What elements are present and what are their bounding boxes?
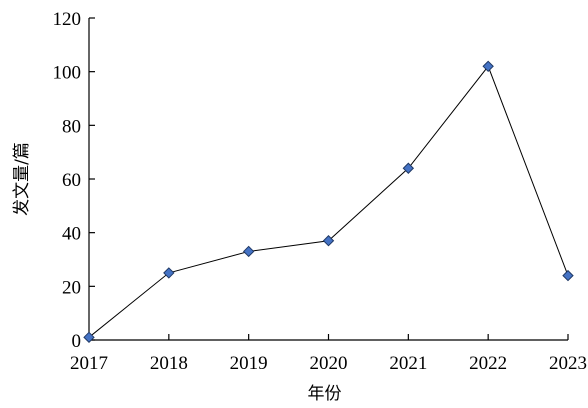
x-tick-label: 2019 <box>230 353 268 374</box>
data-point-marker <box>562 269 574 282</box>
y-axis-title: 发文量/篇 <box>12 142 32 216</box>
data-point-marker <box>163 267 175 279</box>
data-point-marker <box>322 235 335 247</box>
data-point-marker <box>242 245 255 258</box>
x-ticks: 2017 2018 2019 2020 2021 2022 2023 <box>70 334 587 374</box>
data-point-marker <box>83 331 95 344</box>
x-axis-title: 年份 <box>308 384 342 404</box>
y-tick-label: 20 <box>62 277 81 298</box>
x-tick-label: 2018 <box>150 353 188 374</box>
y-tick-label: 60 <box>62 170 81 191</box>
x-tick-label: 2021 <box>389 353 427 374</box>
x-tick-label: 2023 <box>549 353 587 374</box>
series-line <box>88 65 569 338</box>
y-ticks: 0 20 40 60 80 100 120 <box>53 9 95 352</box>
y-tick-label: 120 <box>53 9 82 30</box>
x-tick-label: 2022 <box>469 353 507 374</box>
y-tick-label: 0 <box>72 331 82 352</box>
data-point-marker <box>482 60 494 73</box>
x-tick-label: 2020 <box>310 353 348 374</box>
series <box>83 60 574 344</box>
data-point-marker <box>402 162 415 174</box>
x-tick-label: 2017 <box>70 353 108 374</box>
y-tick-label: 80 <box>62 116 81 137</box>
y-tick-label: 40 <box>62 224 81 245</box>
y-tick-label: 100 <box>53 63 82 84</box>
